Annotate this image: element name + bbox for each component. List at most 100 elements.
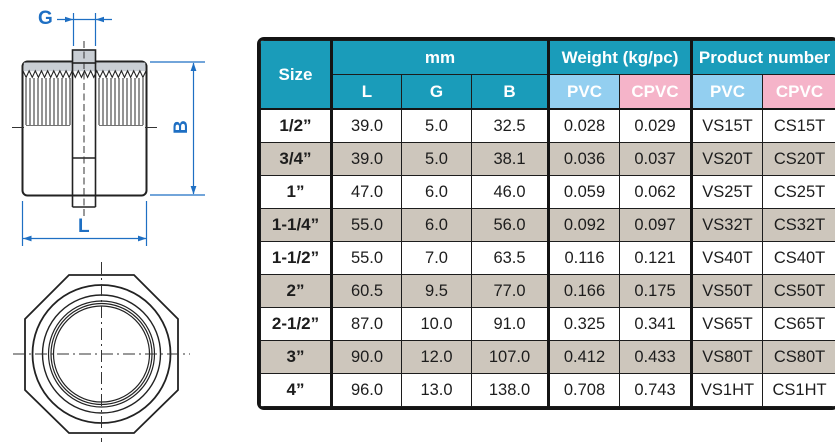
cell-size: 1-1/4” bbox=[260, 208, 332, 242]
cell-b: 77.0 bbox=[471, 274, 549, 308]
cell-l: 87.0 bbox=[330, 307, 402, 341]
cell-product-pvc: VS20T bbox=[690, 142, 764, 176]
cap-band bbox=[23, 62, 146, 72]
cell-g: 7.0 bbox=[401, 241, 472, 275]
cell-product-pvc: VS25T bbox=[690, 175, 764, 209]
side-view-drawing bbox=[12, 41, 157, 216]
column-header-product-pvc: PVC bbox=[690, 74, 764, 110]
cell-size: 2” bbox=[260, 274, 332, 308]
header-product-group: Product number bbox=[690, 40, 835, 75]
threads-left bbox=[25, 78, 71, 125]
table-row: 3” 90.0 12.0 107.0 0.412 0.433 VS80T CS8… bbox=[260, 340, 835, 374]
cell-product-pvc: VS50T bbox=[690, 274, 764, 308]
cell-product-cpvc: CS50T bbox=[762, 274, 835, 308]
table-row: 4” 96.0 13.0 138.0 0.708 0.743 VS1HT CS1… bbox=[260, 373, 835, 407]
column-header-weight-pvc: PVC bbox=[547, 74, 620, 110]
cell-size: 3/4” bbox=[260, 142, 332, 176]
cell-b: 32.5 bbox=[471, 108, 549, 143]
fitting-diagram: G B L bbox=[12, 8, 205, 442]
cell-l: 47.0 bbox=[330, 175, 402, 209]
cell-product-pvc: VS40T bbox=[690, 241, 764, 275]
column-header-b: B bbox=[471, 74, 549, 110]
cell-l: 55.0 bbox=[330, 241, 402, 275]
cell-product-cpvc: CS80T bbox=[762, 340, 835, 374]
header-row-groups: Size mm Weight (kg/pc) Product number bbox=[260, 40, 835, 110]
cell-b: 138.0 bbox=[471, 373, 549, 407]
cell-size: 1/2” bbox=[260, 108, 332, 143]
arrow-g-right bbox=[95, 16, 104, 23]
threads-right bbox=[98, 78, 144, 125]
dimension-label-b: B bbox=[171, 120, 192, 134]
cell-b: 91.0 bbox=[471, 307, 549, 341]
cell-weight-pvc: 0.412 bbox=[547, 340, 620, 374]
cell-g: 5.0 bbox=[401, 108, 472, 143]
thread-crest-zigzag bbox=[22, 69, 147, 79]
cell-product-cpvc: CS20T bbox=[762, 142, 835, 176]
cell-product-cpvc: CS32T bbox=[762, 208, 835, 242]
cell-l: 90.0 bbox=[330, 340, 402, 374]
cell-weight-cpvc: 0.037 bbox=[618, 142, 693, 176]
cell-size: 4” bbox=[260, 373, 332, 407]
dimension-labels: G B L bbox=[38, 8, 192, 237]
cell-size: 3” bbox=[260, 340, 332, 374]
cell-size: 2-1/2” bbox=[260, 307, 332, 341]
table-row: 1” 47.0 6.0 46.0 0.059 0.062 VS25T CS25T bbox=[260, 175, 835, 209]
cell-weight-pvc: 0.116 bbox=[547, 241, 620, 275]
cell-l: 60.5 bbox=[330, 274, 402, 308]
cell-product-cpvc: CS15T bbox=[762, 108, 835, 143]
dimension-label-g: G bbox=[38, 8, 53, 29]
cell-size: 1-1/2” bbox=[260, 241, 332, 275]
spec-table: Size mm Weight (kg/pc) Product number L … bbox=[260, 40, 835, 407]
front-view-drawing bbox=[13, 262, 190, 442]
cell-product-cpvc: CS65T bbox=[762, 307, 835, 341]
dimension-b-lines bbox=[150, 61, 205, 196]
cell-weight-pvc: 0.092 bbox=[547, 208, 620, 242]
cell-l: 39.0 bbox=[330, 108, 402, 143]
table-row: 1/2” 39.0 5.0 32.5 0.028 0.029 VS15T CS1… bbox=[260, 108, 835, 143]
table-row: 1-1/2” 55.0 7.0 63.5 0.116 0.121 VS40T C… bbox=[260, 241, 835, 275]
cell-weight-pvc: 0.166 bbox=[547, 274, 620, 308]
table-row: 2-1/2” 87.0 10.0 91.0 0.325 0.341 VS65T … bbox=[260, 307, 835, 341]
cell-weight-cpvc: 0.433 bbox=[618, 340, 693, 374]
table-row: 1-1/4” 55.0 6.0 56.0 0.092 0.097 VS32T C… bbox=[260, 208, 835, 242]
header-weight-group: Weight (kg/pc) bbox=[546, 40, 693, 75]
cell-weight-pvc: 0.028 bbox=[547, 108, 620, 143]
center-rib bbox=[71, 63, 97, 208]
table-row: 2” 60.5 9.5 77.0 0.166 0.175 VS50T CS50T bbox=[260, 274, 835, 308]
header-size: Size bbox=[260, 40, 332, 110]
cell-weight-pvc: 0.325 bbox=[547, 307, 620, 341]
cell-weight-cpvc: 0.062 bbox=[618, 175, 693, 209]
cell-g: 10.0 bbox=[401, 307, 472, 341]
cell-product-pvc: VS65T bbox=[690, 307, 764, 341]
cell-b: 46.0 bbox=[471, 175, 549, 209]
cell-weight-cpvc: 0.097 bbox=[618, 208, 693, 242]
cell-l: 55.0 bbox=[330, 208, 402, 242]
column-header-l: L bbox=[330, 74, 402, 110]
cell-product-pvc: VS32T bbox=[690, 208, 764, 242]
cell-weight-pvc: 0.036 bbox=[547, 142, 620, 176]
spec-table-container: Size mm Weight (kg/pc) Product number L … bbox=[257, 37, 835, 410]
cell-b: 107.0 bbox=[471, 340, 549, 374]
cell-product-pvc: VS15T bbox=[690, 108, 764, 143]
cell-weight-cpvc: 0.121 bbox=[618, 241, 693, 275]
cell-g: 5.0 bbox=[401, 142, 472, 176]
cell-g: 12.0 bbox=[401, 340, 472, 374]
arrow-b-top bbox=[190, 62, 197, 71]
cell-product-cpvc: CS40T bbox=[762, 241, 835, 275]
cell-size: 1” bbox=[260, 175, 332, 209]
cell-weight-cpvc: 0.029 bbox=[618, 108, 693, 143]
header-row-subcols: L G B PVC CPVC PVC CPVC bbox=[261, 74, 835, 110]
cell-g: 6.0 bbox=[401, 208, 472, 242]
cell-weight-cpvc: 0.175 bbox=[618, 274, 693, 308]
cell-weight-pvc: 0.708 bbox=[547, 373, 620, 407]
cell-b: 63.5 bbox=[471, 241, 549, 275]
cell-product-pvc: VS1HT bbox=[690, 373, 764, 407]
header-mm-group: mm bbox=[330, 40, 549, 75]
dimension-arrowheads bbox=[23, 16, 197, 242]
cell-g: 9.5 bbox=[401, 274, 472, 308]
cell-product-pvc: VS80T bbox=[690, 340, 764, 374]
cell-l: 39.0 bbox=[330, 142, 402, 176]
cell-l: 96.0 bbox=[330, 373, 402, 407]
cell-g: 13.0 bbox=[401, 373, 472, 407]
column-header-weight-cpvc: CPVC bbox=[618, 74, 693, 110]
